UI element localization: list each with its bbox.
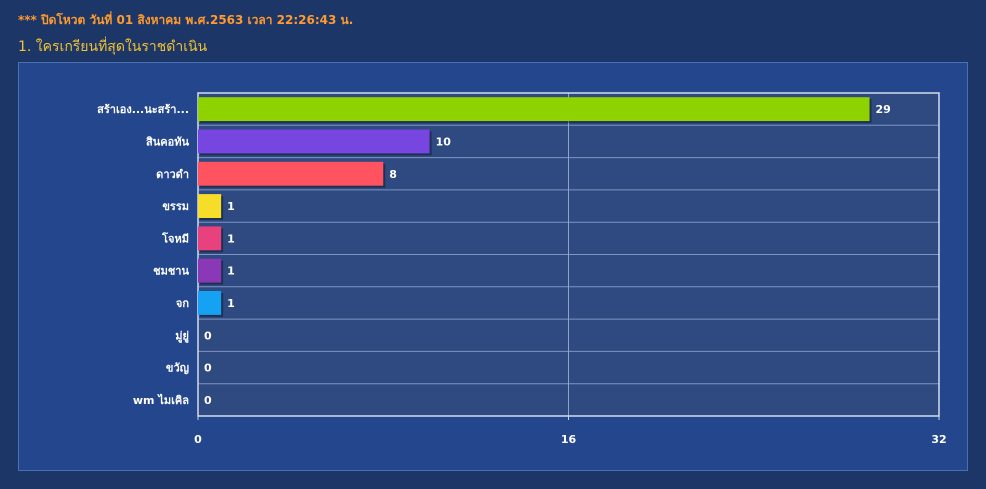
category-label: สร้าเอง...นะสร้า... — [97, 103, 189, 116]
x-tick-label: 32 — [931, 433, 946, 446]
bar — [198, 194, 222, 219]
bar — [198, 97, 870, 122]
category-label: ขรรม — [162, 200, 189, 213]
bar — [198, 226, 222, 251]
value-label: 29 — [876, 103, 891, 116]
vote-closed-notice: *** ปิดโหวต วันที่ 01 สิงหาคม พ.ศ.2563 เ… — [18, 13, 354, 27]
bar — [198, 161, 384, 186]
value-label: 1 — [227, 200, 235, 213]
value-label: 1 — [227, 297, 235, 310]
bar — [198, 258, 222, 283]
value-label: 10 — [436, 135, 452, 148]
value-label: 1 — [227, 265, 235, 278]
category-label: ขวัญ — [166, 362, 189, 375]
plot-border — [197, 92, 940, 417]
bar — [198, 129, 430, 154]
value-label: 8 — [389, 168, 397, 181]
category-label: ชมชาน — [153, 265, 189, 278]
category-label: โจหมี — [161, 231, 189, 245]
x-tick-label: 0 — [194, 433, 202, 446]
value-label: 1 — [227, 232, 235, 245]
category-label: มู่ยู่ — [175, 329, 189, 343]
value-label: 0 — [204, 362, 212, 375]
category-label: wm ไมเคิล — [133, 393, 189, 407]
bar — [198, 290, 222, 315]
value-label: 0 — [204, 394, 212, 407]
value-label: 0 — [204, 329, 212, 342]
x-tick-label: 16 — [561, 433, 577, 446]
category-label: จก — [176, 297, 189, 310]
poll-question-title: 1. ใครเกรียนที่สุดในราชดำเนิน — [18, 39, 208, 55]
category-label: ดาวดำ — [156, 168, 189, 181]
category-label: สินคอทัน — [146, 135, 190, 148]
